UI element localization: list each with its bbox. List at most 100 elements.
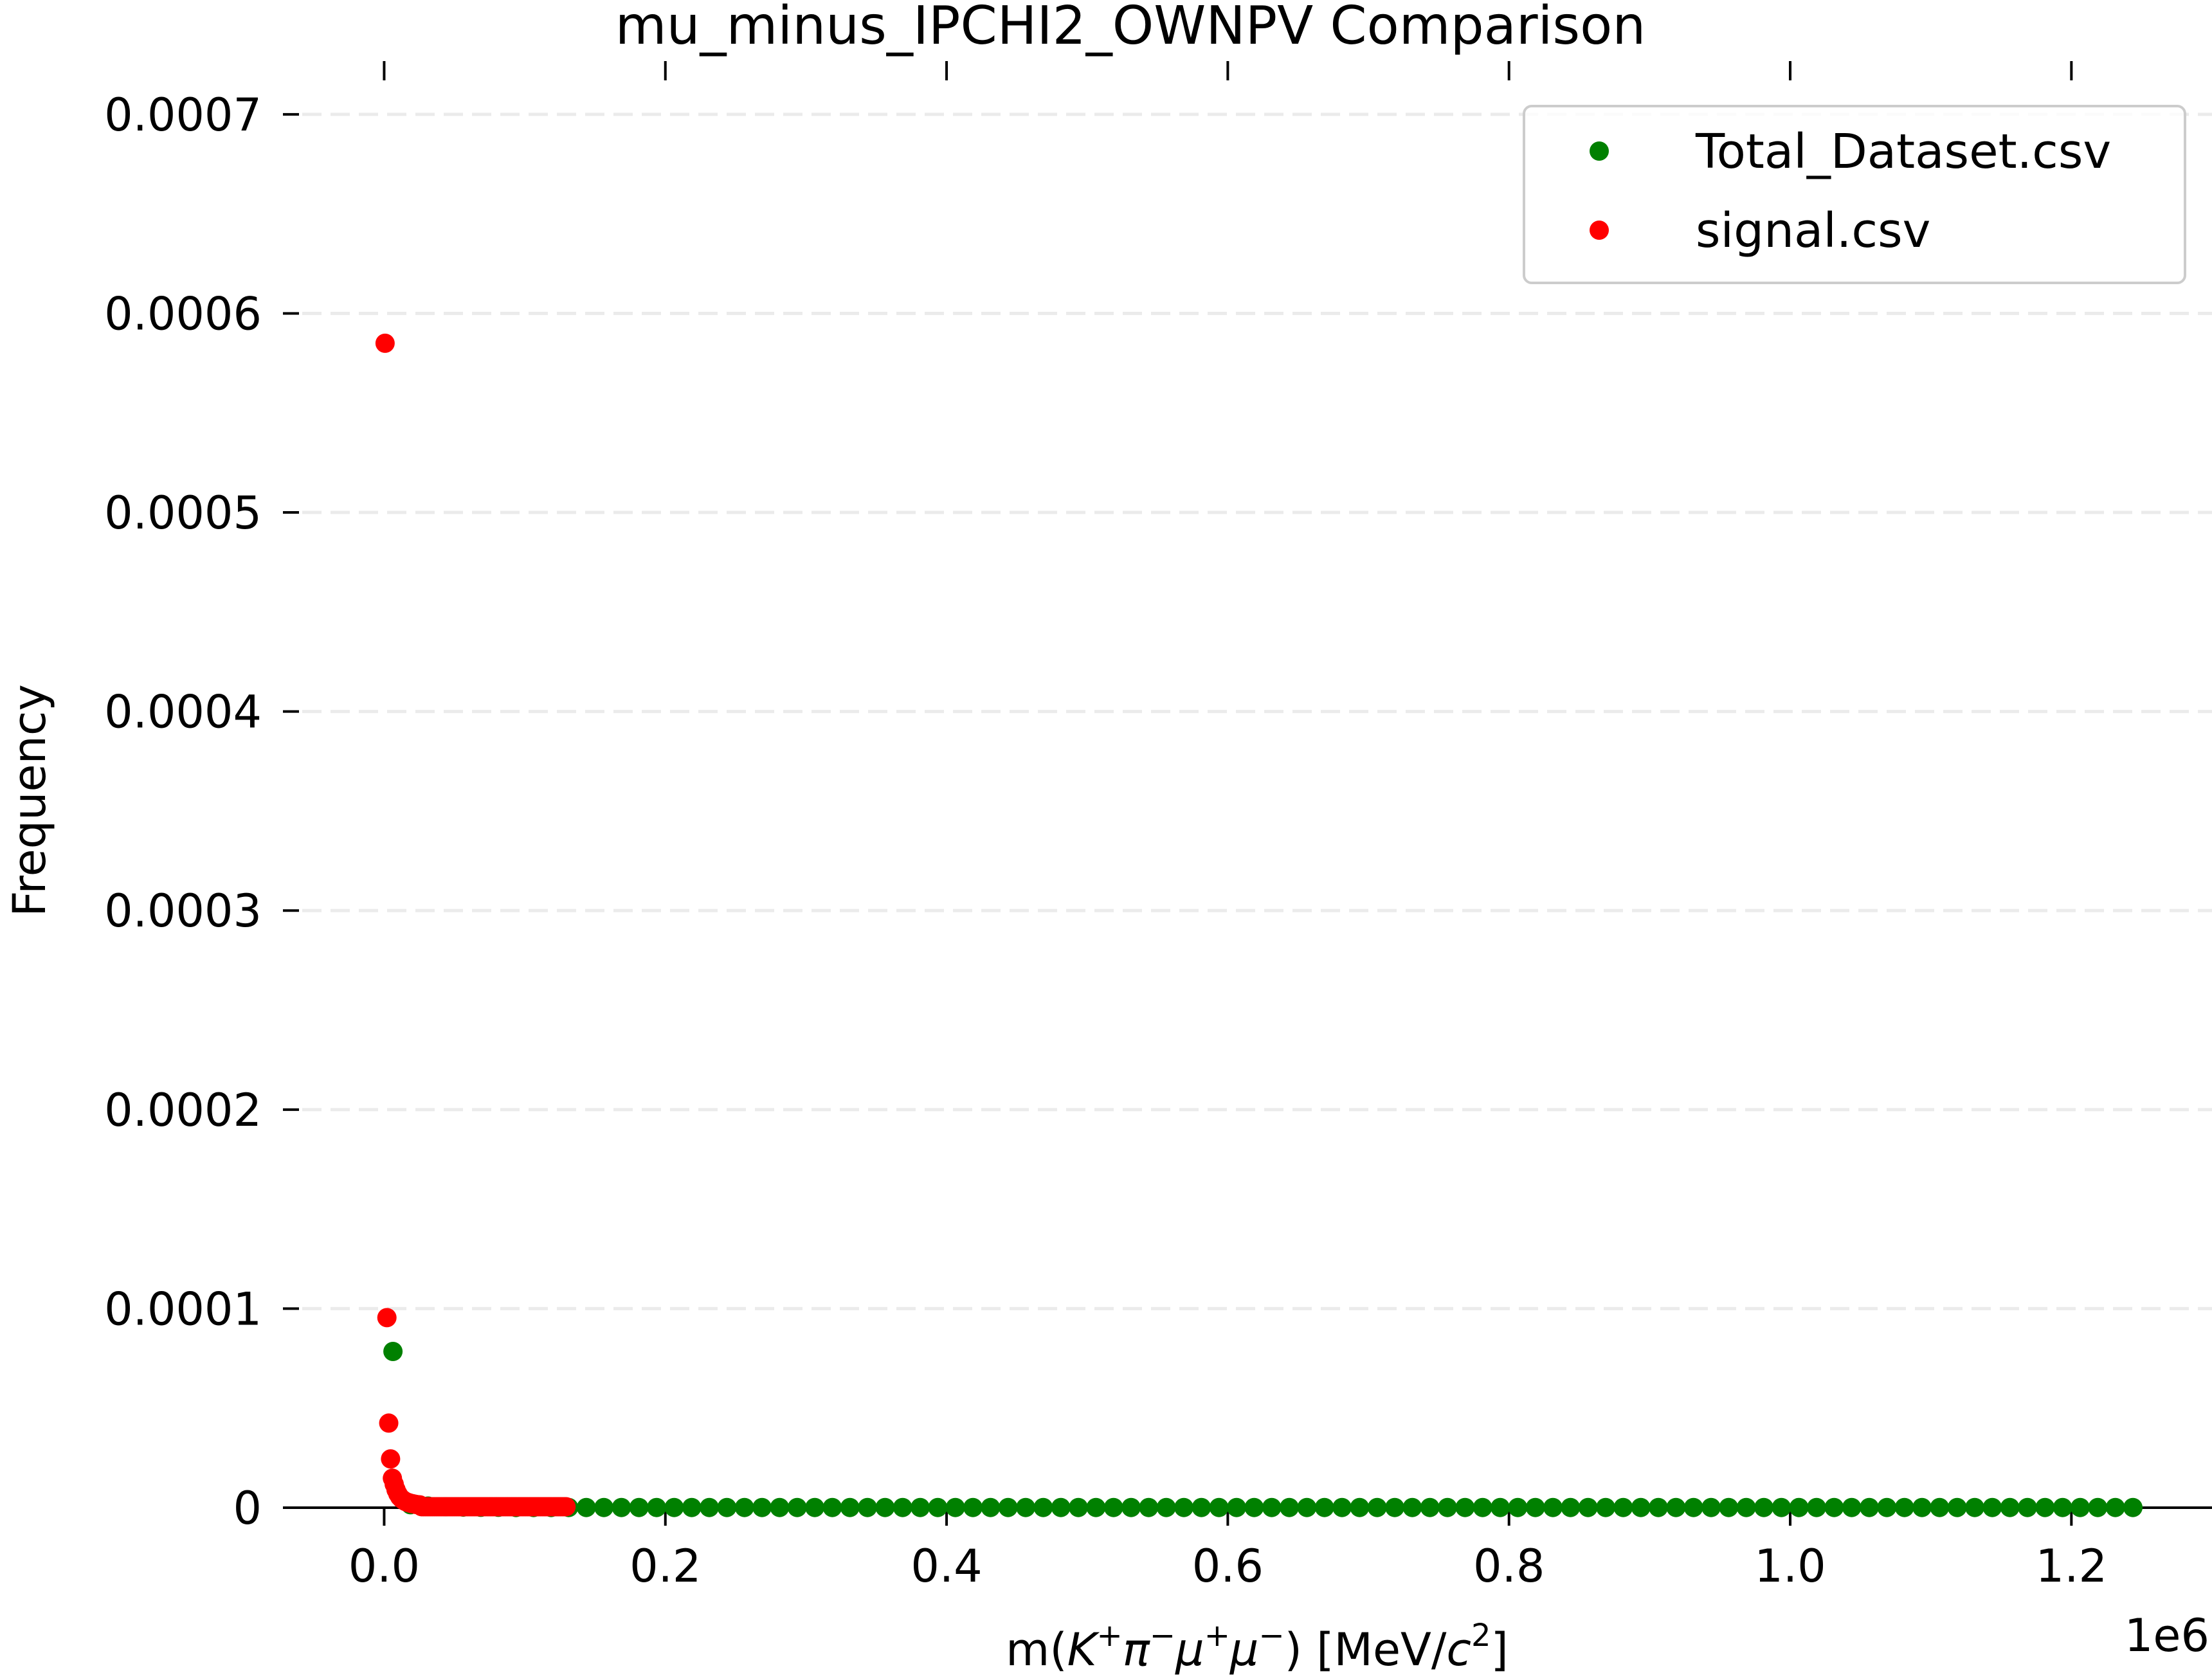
y-axis-label: Frequency [3, 684, 56, 917]
point-0-55 [1350, 1497, 1370, 1517]
point-0-83 [1842, 1497, 1862, 1517]
point-0-73 [1666, 1497, 1686, 1517]
point-0-0 [383, 1341, 403, 1361]
point-0-42 [1121, 1497, 1141, 1517]
legend-label-signal: signal.csv [1696, 203, 1930, 258]
y-tick-label-3: 0.0003 [104, 885, 262, 937]
point-0-40 [1086, 1497, 1106, 1517]
point-0-44 [1156, 1497, 1176, 1517]
series-0 [383, 1341, 2143, 1517]
point-0-29 [893, 1497, 912, 1517]
x-label-pi: π [1123, 1623, 1151, 1676]
point-0-46 [1192, 1497, 1211, 1517]
point-0-98 [2105, 1497, 2125, 1517]
point-0-94 [2035, 1497, 2055, 1517]
point-0-51 [1280, 1497, 1300, 1517]
point-0-24 [805, 1497, 825, 1517]
x-label-k: K [1067, 1623, 1100, 1676]
y-tick-label-1: 0.0001 [104, 1283, 262, 1335]
point-0-90 [1965, 1497, 1985, 1517]
point-1-3 [381, 1449, 401, 1469]
y-tick-label-6: 0.0006 [104, 287, 262, 340]
grid-lines [302, 113, 2212, 1310]
y-tick-label-0: 0 [233, 1482, 262, 1535]
point-0-14 [629, 1497, 649, 1517]
point-0-36 [1016, 1497, 1036, 1517]
point-0-22 [770, 1497, 790, 1517]
y-tick-label-5: 0.0005 [104, 487, 262, 539]
point-0-19 [717, 1497, 737, 1517]
point-1-1 [377, 1308, 397, 1328]
point-0-61 [1455, 1497, 1475, 1517]
point-0-59 [1420, 1497, 1440, 1517]
x-tick-label-2: 0.4 [911, 1540, 982, 1593]
point-0-37 [1033, 1497, 1053, 1517]
x-label-plus1: + [1097, 1618, 1123, 1654]
point-0-66 [1543, 1497, 1563, 1517]
point-0-48 [1227, 1497, 1247, 1517]
point-0-95 [2053, 1497, 2072, 1517]
point-0-32 [945, 1497, 965, 1517]
point-0-78 [1754, 1497, 1774, 1517]
x-label-prefix: m( [1006, 1623, 1067, 1676]
point-0-15 [647, 1497, 667, 1517]
point-0-21 [752, 1497, 772, 1517]
point-0-56 [1367, 1497, 1387, 1517]
x-label-minus1: − [1150, 1618, 1175, 1654]
point-0-13 [612, 1497, 631, 1517]
point-0-69 [1596, 1497, 1616, 1517]
point-0-52 [1297, 1497, 1317, 1517]
point-0-41 [1103, 1497, 1123, 1517]
chart-title: mu_minus_IPCHI2_OWNPV Comparison [615, 0, 1646, 57]
point-0-50 [1262, 1497, 1282, 1517]
point-0-74 [1683, 1497, 1703, 1517]
legend-marker-total-dataset [1590, 141, 1609, 161]
data-points [375, 333, 2143, 1517]
y-tick-label-7: 0.0007 [104, 89, 262, 141]
x-label-c: c [1446, 1623, 1471, 1676]
point-0-58 [1402, 1497, 1422, 1517]
point-0-54 [1332, 1497, 1352, 1517]
x-label-minus2: − [1258, 1618, 1284, 1654]
point-0-17 [682, 1497, 702, 1517]
point-0-89 [1947, 1497, 1967, 1517]
point-0-81 [1807, 1497, 1827, 1517]
point-0-31 [928, 1497, 948, 1517]
point-1-2 [379, 1413, 399, 1433]
x-axis-offset-text: 1e6 [2125, 1609, 2209, 1662]
point-0-63 [1491, 1497, 1510, 1517]
point-0-60 [1438, 1497, 1458, 1517]
point-0-88 [1930, 1497, 1950, 1517]
y-ticks: 0 0.0001 0.0002 0.0003 0.0004 0.0005 0.0006 0.0… [104, 89, 299, 1535]
point-0-67 [1561, 1497, 1581, 1517]
point-0-80 [1789, 1497, 1809, 1517]
x-label-mu2: μ [1229, 1623, 1259, 1676]
point-0-28 [875, 1497, 895, 1517]
x-axis-label: m(K+π−μ+μ−) [MeV/c2] [1006, 1618, 1509, 1676]
point-0-96 [2071, 1497, 2090, 1517]
point-0-62 [1473, 1497, 1492, 1517]
point-0-84 [1860, 1497, 1880, 1517]
point-0-93 [2018, 1497, 2038, 1517]
point-0-85 [1877, 1497, 1897, 1517]
x-tick-label-5: 1.0 [1754, 1540, 1826, 1593]
point-0-34 [981, 1497, 1001, 1517]
point-0-12 [594, 1497, 614, 1517]
point-0-97 [2088, 1497, 2108, 1517]
x-label-plus2: + [1204, 1618, 1230, 1654]
point-0-49 [1244, 1497, 1264, 1517]
legend: Total_Dataset.csv signal.csv [1523, 105, 2186, 284]
x-label-mid: ) [MeV/ [1285, 1623, 1447, 1676]
point-1-99 [556, 1497, 576, 1517]
point-0-75 [1701, 1497, 1721, 1517]
point-0-91 [1982, 1497, 2002, 1517]
point-0-26 [840, 1497, 860, 1517]
x-tick-label-6: 1.2 [2036, 1540, 2107, 1593]
point-0-11 [576, 1497, 596, 1517]
point-0-47 [1209, 1497, 1229, 1517]
point-0-70 [1613, 1497, 1633, 1517]
x-tick-label-1: 0.2 [630, 1540, 701, 1593]
x-label-sq: 2 [1471, 1618, 1491, 1654]
x-label-suffix: ] [1491, 1623, 1509, 1676]
legend-frame [1523, 105, 2186, 284]
